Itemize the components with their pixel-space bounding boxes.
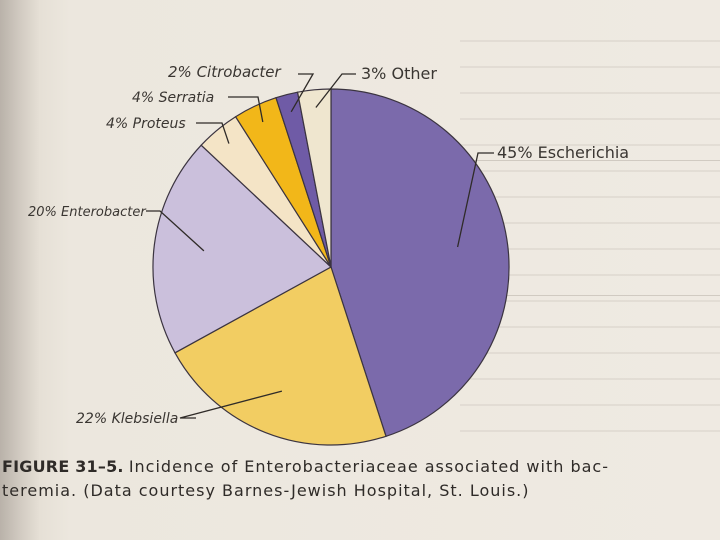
figure-number: FIGURE 31–5. [2, 457, 124, 476]
pie-slice-escherichia [330, 88, 510, 438]
slice-label-other: 3% Other [361, 64, 437, 83]
pie-slice-enterobacter [152, 144, 333, 354]
slice-label-enterobacter: 20% Enterobacter [28, 205, 147, 220]
leader-line [228, 96, 264, 123]
leader-lines [146, 73, 494, 419]
slice-label-escherichia: 45% Escherichia [497, 143, 629, 162]
leader-line [179, 390, 283, 419]
slice-label-proteus: 4% Proteus [106, 116, 186, 132]
slice-label-serratia: 4% Serratia [132, 90, 214, 106]
leader-line [315, 73, 356, 108]
leader-line [456, 152, 494, 248]
pie-slices [152, 88, 510, 446]
leader-line [146, 210, 205, 252]
bleed-through-rule [460, 160, 720, 161]
leader-line [196, 122, 230, 144]
leader-line [290, 73, 315, 113]
pie-chart: 45% Escherichia 22% Klebsiella 20% Enter… [28, 63, 629, 446]
pie-slice-klebsiella [174, 266, 387, 446]
slice-label-citrobacter: 2% Citrobacter [168, 63, 282, 81]
figure-caption: FIGURE 31–5. Incidence of Enterobacteria… [2, 455, 718, 503]
caption-line-2: teremia. (Data courtesy Barnes-Jewish Ho… [2, 481, 530, 500]
caption-line-1: Incidence of Enterobacteriaceae associat… [128, 457, 609, 476]
slice-label-klebsiella: 22% Klebsiella [76, 411, 178, 427]
bleed-through-rule [460, 295, 720, 296]
